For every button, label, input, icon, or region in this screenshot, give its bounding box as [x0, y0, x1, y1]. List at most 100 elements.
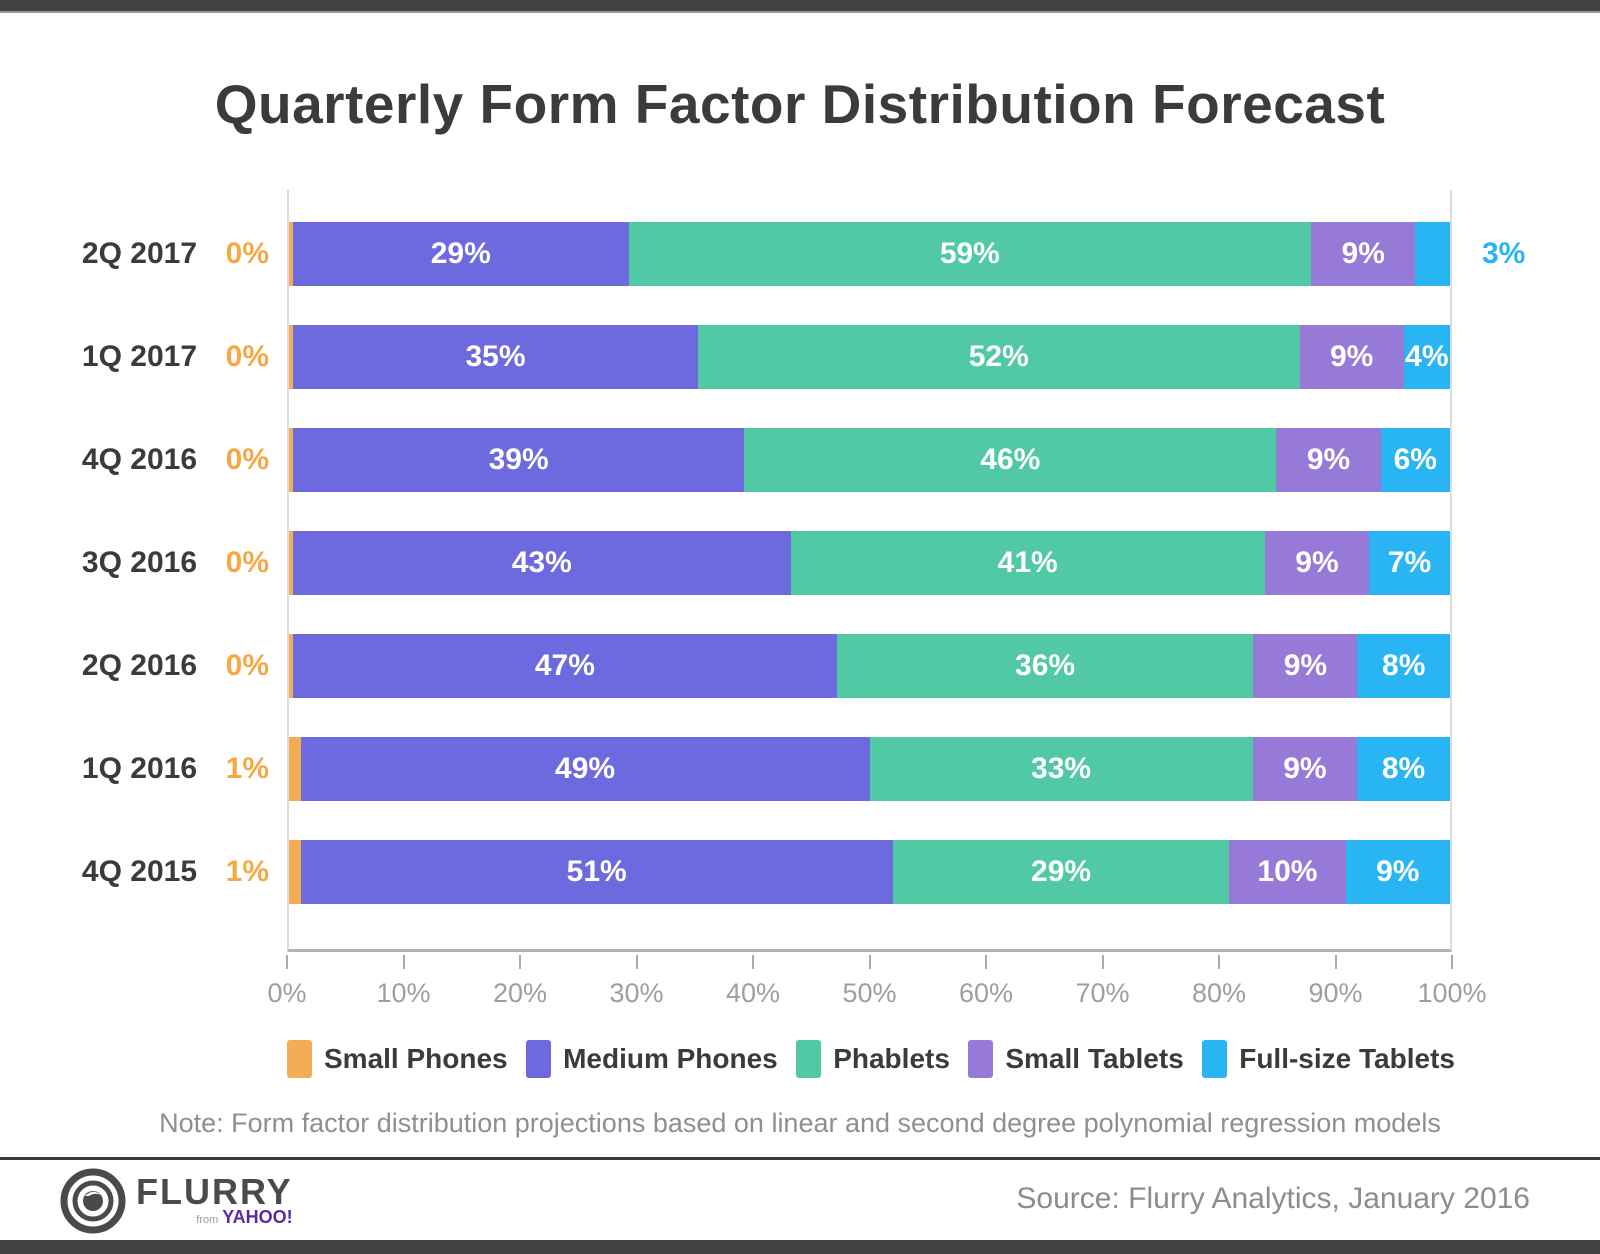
x-axis: 0% 10% 20% 30% 40% 50% 60% 70% 80% 90% 100% — [267, 952, 1487, 1012]
segment-label: 9% — [1283, 752, 1327, 785]
segment-label: 33% — [1031, 752, 1092, 785]
bar-segment: 9% — [1345, 840, 1450, 904]
segment-label: 52% — [968, 340, 1029, 373]
legend-label: Medium Phones — [563, 1043, 778, 1074]
bar-segment: 9% — [1311, 222, 1416, 286]
flurry-swirl-icon — [60, 1168, 126, 1234]
bar-segment — [289, 634, 293, 698]
axis-tick — [1451, 955, 1453, 969]
bar-segment: 29% — [293, 222, 629, 286]
axis-tick-label: 100% — [1417, 978, 1487, 1008]
bar-segment: 8% — [1357, 737, 1450, 801]
bar-segment: 9% — [1299, 325, 1404, 389]
segment-label: 7% — [1387, 546, 1432, 579]
axis-tick-label: 60% — [958, 978, 1014, 1008]
row-left-value: 0% — [225, 443, 269, 476]
bar-segment: 49% — [300, 737, 870, 801]
legend-item: Phablets — [796, 1040, 950, 1078]
bar-segment: 9% — [1252, 737, 1358, 801]
chart-note: Note: Form factor distribution projectio… — [159, 1108, 1441, 1138]
segment-label: 35% — [465, 340, 526, 373]
axis-tick-label: 0% — [267, 978, 307, 1008]
axis-tick-label: 70% — [1075, 978, 1130, 1008]
axis-tick — [752, 955, 754, 969]
row-label: 1Q 2017 — [81, 340, 197, 373]
bar-segment — [289, 325, 293, 389]
axis-tick — [985, 955, 987, 969]
axis-tick — [519, 955, 521, 969]
axis-tick — [286, 955, 288, 969]
segment-label: 8% — [1382, 649, 1426, 682]
segment-label: 43% — [511, 546, 572, 579]
flurry-brand-text: FLURRY — [136, 1170, 293, 1212]
legend-item: Small Phones — [287, 1040, 508, 1078]
axis-tick — [1101, 955, 1104, 969]
segment-label: 9% — [1341, 237, 1385, 270]
row-left-value: 0% — [225, 649, 269, 682]
segment-label: 4% — [1405, 340, 1449, 373]
bar-row: 1Q 2017 0% 35% 52% 9% 4% — [82, 325, 1450, 389]
chart-plot-area: 2Q 2017 0% 29% 59% 9% 3% 1Q 2017 0% 35% 52% 9% 4% 4Q… — [82, 190, 1525, 952]
bar-segment: 9% — [1276, 428, 1381, 492]
segment-label: 29% — [430, 237, 491, 270]
axis-tick-label: 90% — [1308, 978, 1363, 1008]
row-label: 1Q 2016 — [81, 752, 197, 785]
axis-tick — [1334, 955, 1337, 969]
axis-tick-label: 40% — [725, 978, 781, 1008]
row-label: 2Q 2017 — [81, 237, 197, 270]
legend-label: Small Phones — [324, 1043, 508, 1074]
source-text: Source: Flurry Analytics, January 2016 — [1016, 1182, 1530, 1215]
bar-track: 29% 59% 9% 3% — [289, 222, 1525, 286]
flurry-yahoo-subtext: from YAHOO! — [136, 1206, 293, 1228]
row-left-value: 1% — [225, 855, 269, 888]
legend-swatch — [968, 1040, 994, 1078]
bar-row: 2Q 2017 0% 29% 59% 9% 3% — [82, 222, 1525, 286]
segment-label: 46% — [980, 443, 1041, 476]
bar-segment: 9% — [1253, 634, 1358, 698]
bar-segment: 35% — [293, 325, 698, 389]
bar-segment: 59% — [628, 222, 1312, 286]
row-label: 2Q 2016 — [81, 649, 197, 682]
segment-label: 8% — [1381, 752, 1426, 785]
yahoo-label: YAHOO! — [222, 1206, 293, 1227]
segment-label: 51% — [566, 855, 627, 888]
legend-swatch — [287, 1040, 312, 1078]
bar-track: 43% 41% 9% 7% — [289, 531, 1450, 595]
legend-swatch — [526, 1040, 552, 1078]
segment-label: 59% — [939, 237, 1000, 270]
bar-segment: 43% — [293, 531, 791, 595]
bar-segment: 36% — [836, 634, 1254, 698]
axis-tick — [1218, 955, 1220, 969]
bar-row: 1Q 2016 1% 49% 33% 9% 8% — [82, 737, 1450, 801]
segment-label: 9% — [1295, 546, 1339, 579]
bar-segment: 7% — [1369, 531, 1450, 595]
bar-track: 35% 52% 9% 4% — [289, 325, 1450, 389]
legend-swatch — [1202, 1040, 1228, 1078]
segment-label: 29% — [1031, 855, 1092, 888]
axis-tick-label: 30% — [609, 978, 664, 1008]
row-label: 4Q 2015 — [81, 855, 197, 888]
segment-label: 41% — [997, 546, 1058, 579]
bar-segment: 10% — [1229, 840, 1346, 904]
flurry-logo: FLURRY from YAHOO! — [60, 1168, 293, 1234]
bar-track: 39% 46% 9% 6% — [289, 428, 1450, 492]
segment-label: 9% — [1376, 855, 1420, 888]
flurry-logo-text: FLURRY from YAHOO! — [136, 1170, 293, 1228]
bar-segment: 47% — [293, 634, 837, 698]
bar-row: 4Q 2016 0% 39% 46% 9% 6% — [82, 428, 1450, 492]
bar-track: 47% 36% 9% 8% — [289, 634, 1450, 698]
segment-label: 9% — [1329, 340, 1374, 373]
row-left-value: 0% — [225, 546, 269, 579]
segment-outside-label: 3% — [1482, 237, 1526, 270]
legend-label: Phablets — [833, 1043, 950, 1074]
bar-segment: 9% — [1264, 531, 1370, 595]
bar-segment: 8% — [1357, 634, 1450, 698]
segment-label: 47% — [534, 649, 595, 682]
footer: FLURRY from YAHOO! Source: Flurry Analyti… — [0, 1157, 1600, 1240]
bar-segment — [289, 737, 301, 801]
from-label: from — [196, 1213, 219, 1226]
bar-segment — [289, 428, 293, 492]
bar-segment: 46% — [744, 428, 1277, 492]
bar-segment: 41% — [790, 531, 1265, 595]
bar-segment — [289, 531, 293, 595]
